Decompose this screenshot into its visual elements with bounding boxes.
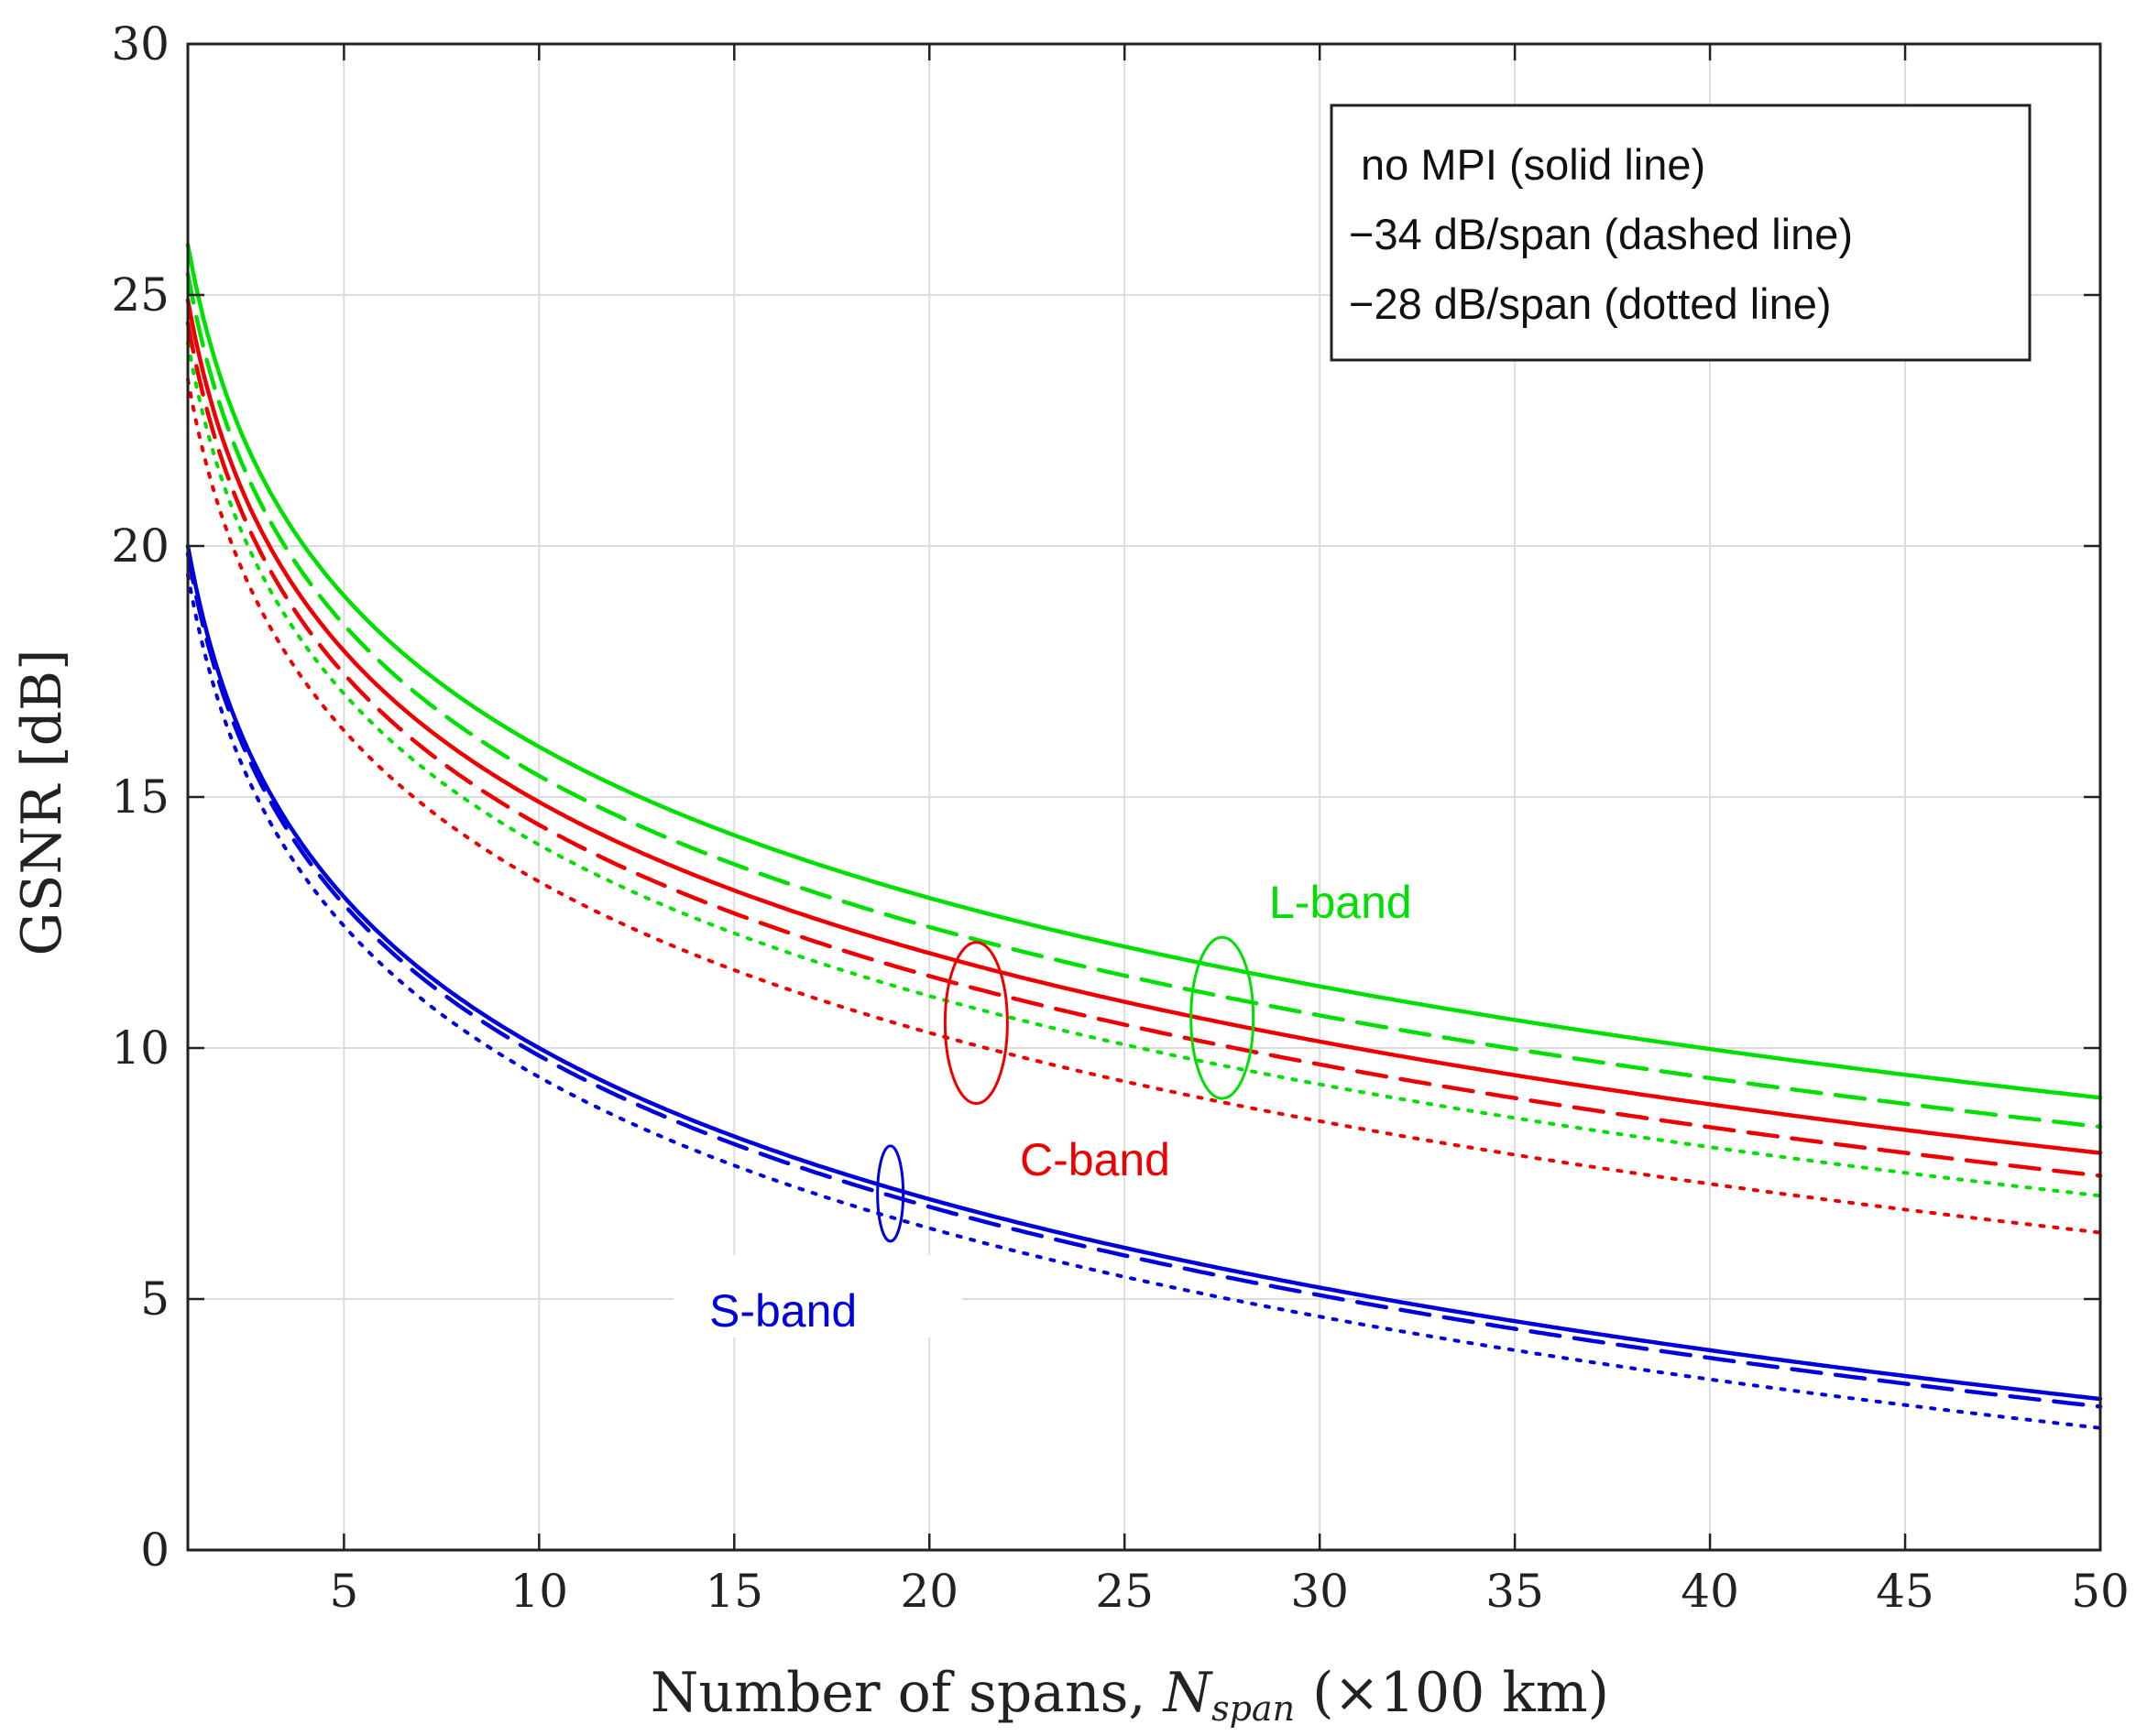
- y-tick-label: 0: [140, 1523, 170, 1577]
- y-tick-label: 20: [111, 519, 170, 573]
- legend-box: [1330, 104, 2032, 362]
- x-axis-title-prefix: Number of spans,: [651, 1661, 1164, 1725]
- x-tick-label: 20: [900, 1565, 958, 1618]
- legend: no MPI (solid line) −34 dB/span (dashed …: [1330, 104, 2032, 362]
- s-band-label-backdrop: [674, 1255, 962, 1337]
- group-marker-c-band: [943, 941, 1009, 1106]
- axis-ticks: 5 10 15 20 25 30 35 40 45 50 0 5 10 15 20 25 30: [111, 17, 2129, 1618]
- x-tick-label: 45: [1876, 1565, 1934, 1618]
- group-marker-s-band: [876, 1144, 905, 1243]
- x-axis-title: Number of spans, Nspan (×100 km): [651, 1661, 1609, 1729]
- y-axis-title: GSNR [dB]: [10, 649, 74, 955]
- x-tick-label: 15: [705, 1565, 763, 1618]
- x-axis-title-suffix: (×100 km): [1295, 1661, 1609, 1725]
- s-band-label: S-band: [709, 1285, 857, 1337]
- legend-entry-34db: −34 dB/span (dashed line): [1349, 210, 1853, 258]
- series-line-c-solid: [185, 298, 2103, 1155]
- series-line-l-solid: [185, 242, 2103, 1100]
- series-line-s-dotted: [186, 573, 2102, 1430]
- series-line-c-dashed: [185, 321, 2103, 1178]
- group-marker-l-band: [1189, 935, 1255, 1100]
- series-line-l-dashed: [185, 271, 2103, 1130]
- x-axis-title-symbol: N: [1162, 1661, 1214, 1725]
- x-tick-label: 50: [2071, 1565, 2130, 1618]
- series-lines: [185, 242, 2103, 1430]
- series-line-s-dashed: [185, 551, 2103, 1409]
- x-tick-label: 40: [1681, 1565, 1739, 1618]
- x-tick-label: 35: [1485, 1565, 1544, 1618]
- y-tick-label: 10: [111, 1021, 170, 1075]
- y-tick-label: 30: [111, 17, 170, 71]
- x-axis-title-subscript: span: [1211, 1688, 1295, 1729]
- x-tick-label: 10: [510, 1565, 569, 1618]
- series-line-c-dotted: [186, 377, 2102, 1235]
- y-tick-label: 25: [111, 268, 170, 322]
- legend-entry-28db: −28 dB/span (dotted line): [1349, 279, 1832, 328]
- x-tick-label: 5: [329, 1565, 358, 1618]
- l-band-label: L-band: [1269, 877, 1412, 928]
- series-line-s-solid: [185, 543, 2103, 1402]
- x-tick-label: 30: [1290, 1565, 1349, 1618]
- y-tick-label: 15: [111, 770, 170, 824]
- x-tick-label: 25: [1095, 1565, 1154, 1618]
- group-markers: [876, 935, 1255, 1243]
- series-line-l-dotted: [186, 341, 2102, 1198]
- y-tick-label: 5: [140, 1272, 170, 1326]
- legend-entry-no-mpi: no MPI (solid line): [1361, 140, 1705, 189]
- c-band-label: C-band: [1020, 1134, 1170, 1185]
